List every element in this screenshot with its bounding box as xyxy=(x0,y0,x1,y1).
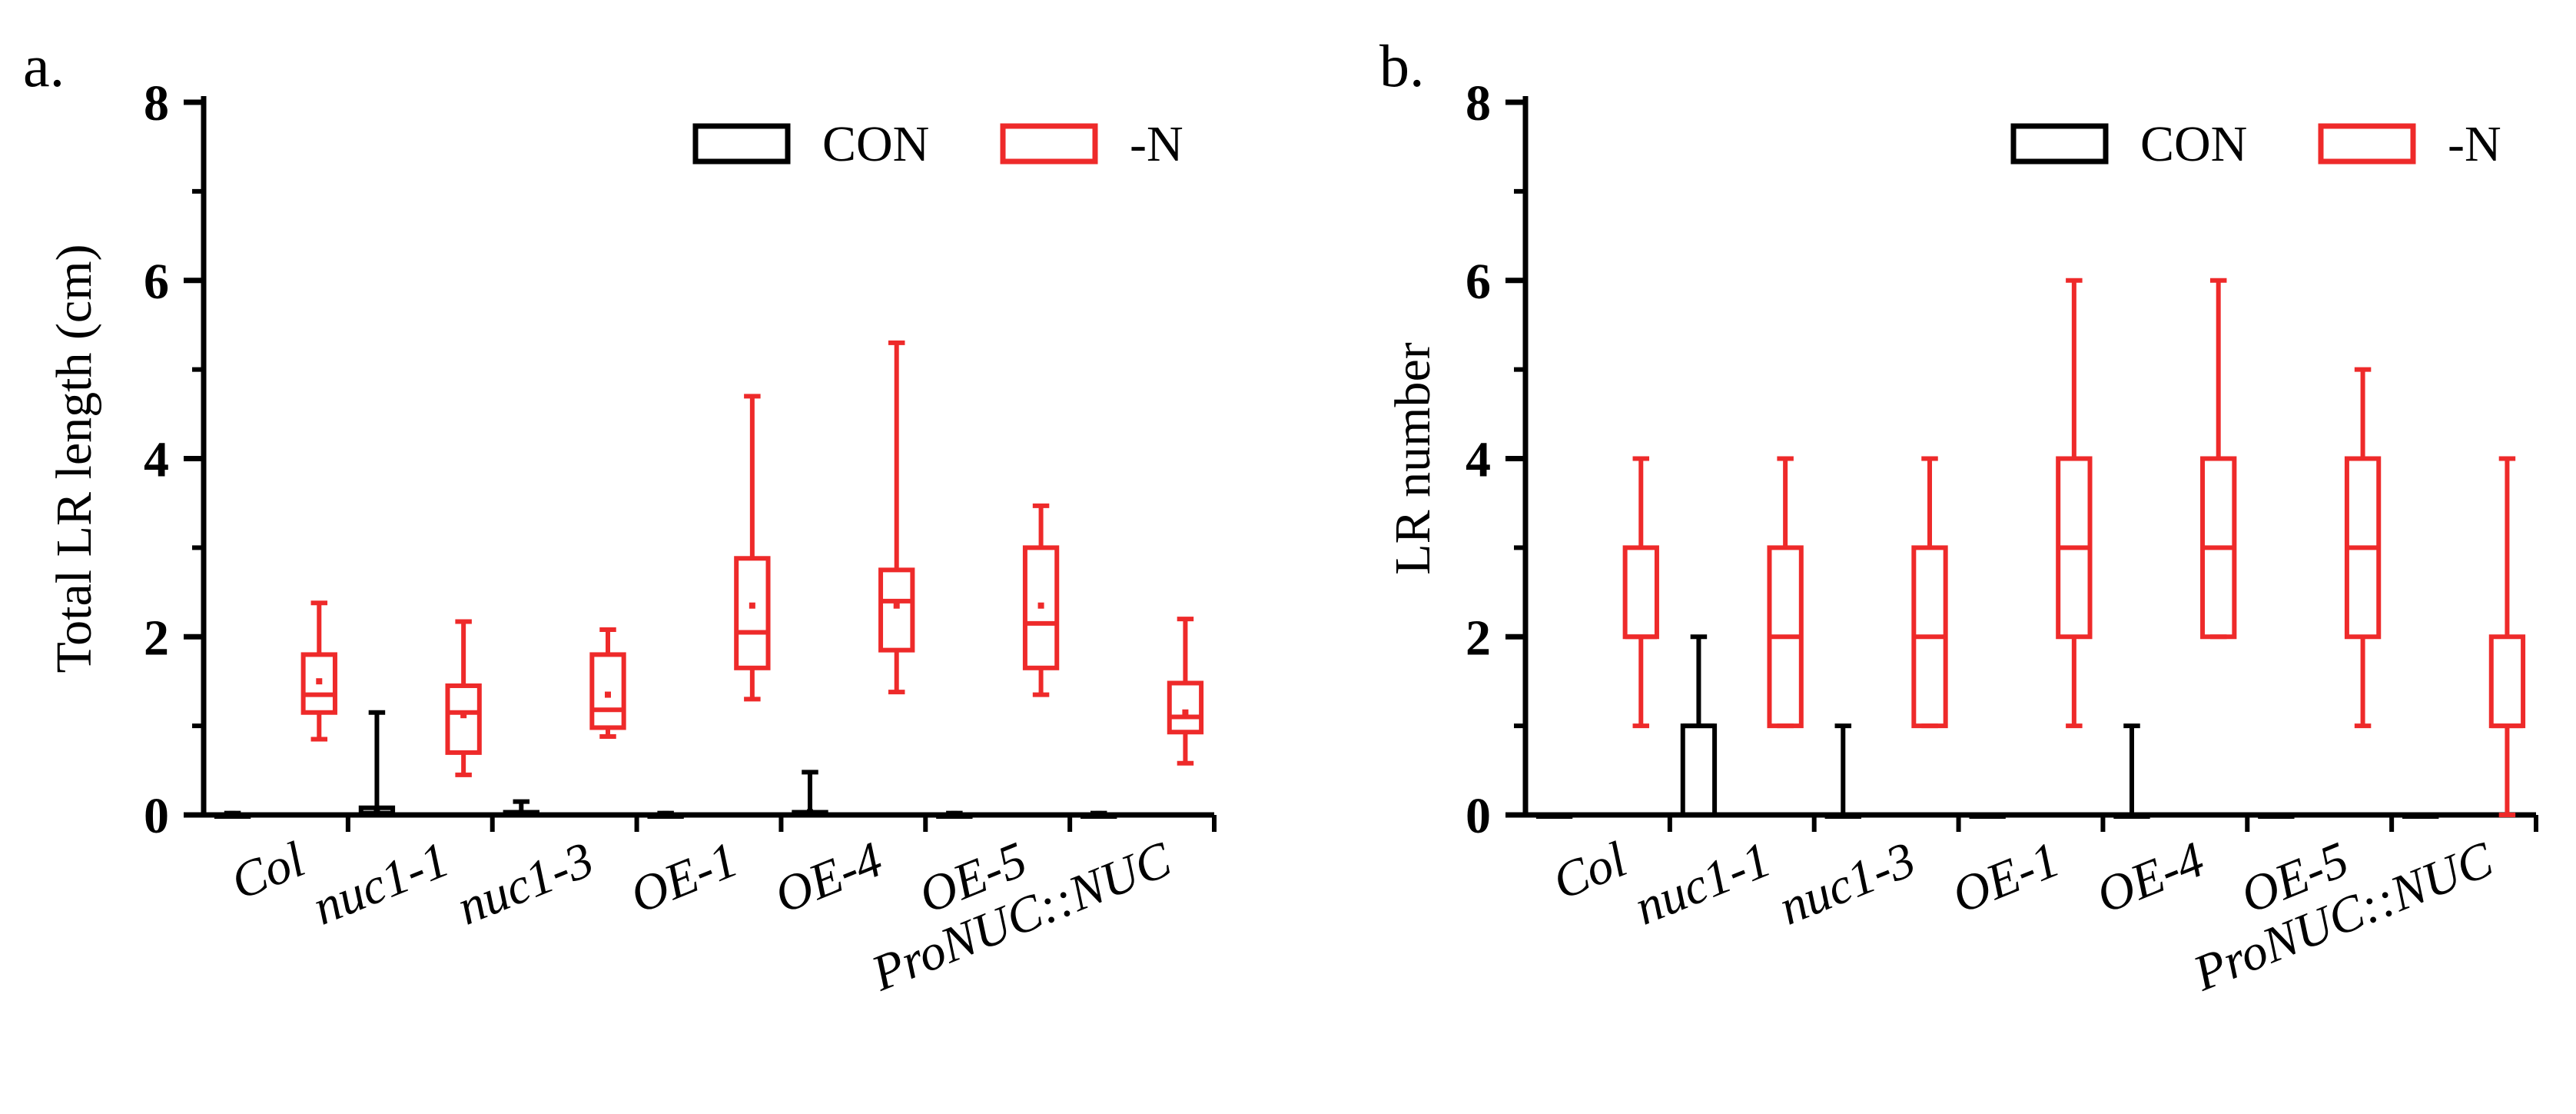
mean-marker xyxy=(749,602,755,609)
box-iqr xyxy=(734,556,771,670)
mean-marker xyxy=(1095,810,1102,817)
box-plot xyxy=(2113,723,2150,819)
box-iqr xyxy=(2488,634,2526,729)
box-plot xyxy=(2488,456,2526,817)
mean-marker xyxy=(229,810,236,817)
category-label: Col xyxy=(224,831,313,910)
mean-marker xyxy=(951,810,958,817)
box-plot xyxy=(300,600,337,742)
legend-label: CON xyxy=(822,116,929,172)
mean-marker xyxy=(662,810,669,817)
box-plot xyxy=(2200,278,2237,640)
box-plot xyxy=(1767,456,1804,729)
y-tick-label: 2 xyxy=(1466,610,1491,666)
box-plot xyxy=(2344,367,2382,729)
box-plot xyxy=(2402,813,2439,819)
category-label: nuc1-3 xyxy=(450,831,601,936)
legend-swatch xyxy=(692,123,791,165)
box-iqr xyxy=(878,567,915,653)
legend-item: -N xyxy=(2318,116,2501,172)
series-minus-n xyxy=(300,340,1204,777)
y-axis-title: LR number xyxy=(1385,342,1441,574)
box-iqr xyxy=(300,652,337,715)
panel-label: a. xyxy=(23,32,65,99)
category-label: nuc1-1 xyxy=(1627,831,1778,936)
box-iqr xyxy=(445,683,482,755)
legend-swatch xyxy=(1000,123,1098,165)
box-plot xyxy=(1535,813,1573,819)
box-plot xyxy=(936,810,973,819)
box-plot xyxy=(1167,617,1204,766)
mean-marker xyxy=(893,602,900,609)
box-plot xyxy=(1969,813,2006,819)
category-label: nuc1-3 xyxy=(1771,831,1923,936)
category-label: OE-4 xyxy=(2089,831,2212,924)
mean-marker xyxy=(373,806,380,813)
category-label: nuc1-1 xyxy=(305,831,456,936)
box-iqr xyxy=(1680,723,1718,817)
y-tick-label: 6 xyxy=(1466,254,1491,310)
box-plot xyxy=(1022,503,1060,697)
box-plot xyxy=(1680,634,1718,817)
legend-item: CON xyxy=(692,116,929,172)
box-plot xyxy=(503,799,539,818)
box-plot xyxy=(214,810,251,819)
mean-marker xyxy=(316,678,323,685)
box-plot xyxy=(2258,813,2295,819)
y-tick-label: 4 xyxy=(144,432,169,488)
legend-item: -N xyxy=(1000,116,1183,172)
mean-marker xyxy=(518,810,525,816)
box-plot xyxy=(792,770,828,818)
box-plot xyxy=(2056,278,2093,729)
box-plot xyxy=(358,710,396,817)
y-tick-label: 2 xyxy=(144,610,169,666)
category-label: OE-4 xyxy=(767,831,890,924)
mean-marker xyxy=(1037,602,1044,609)
box-iqr xyxy=(1022,545,1060,670)
legend-label: -N xyxy=(2448,116,2501,172)
legend-swatch xyxy=(2318,123,2416,165)
category-label: OE-1 xyxy=(622,831,745,924)
series-con xyxy=(1535,634,2439,819)
box-plot xyxy=(878,340,915,695)
series-con xyxy=(214,710,1117,819)
box-plot xyxy=(1622,456,1659,729)
y-tick-label: 0 xyxy=(144,788,169,844)
box-plot xyxy=(734,394,771,702)
legend-swatch xyxy=(2010,123,2109,165)
mean-marker xyxy=(807,809,813,816)
y-tick-label: 8 xyxy=(1466,75,1491,131)
box-iqr xyxy=(1622,545,1659,640)
box-plot xyxy=(589,627,626,740)
y-tick-label: 0 xyxy=(1466,788,1491,844)
box-iqr xyxy=(589,652,626,730)
box-plot xyxy=(1824,723,1861,819)
box-plot xyxy=(1081,810,1117,819)
category-label: OE-1 xyxy=(1944,831,2067,924)
legend-item: CON xyxy=(2010,116,2247,172)
series-minus-n xyxy=(1622,278,2526,817)
box-iqr xyxy=(1167,680,1204,735)
y-tick-label: 4 xyxy=(1466,432,1491,488)
category-label: Col xyxy=(1545,831,1635,910)
mean-marker xyxy=(1182,709,1189,716)
legend-label: -N xyxy=(1130,116,1183,172)
mean-marker xyxy=(460,712,467,719)
y-tick-label: 6 xyxy=(144,254,169,310)
box-plot xyxy=(1911,456,1948,729)
panel-label: b. xyxy=(1379,32,1425,99)
y-axis-title: Total LR length (cm) xyxy=(46,244,102,673)
chart-panel-1: a. 0 2 4 6 8 Total LR length (cm) Colnuc1-1nuc1… xyxy=(23,32,1217,1003)
box-plot xyxy=(647,810,684,819)
legend-label: CON xyxy=(2140,116,2247,172)
y-tick-label: 8 xyxy=(144,75,169,131)
box-plot xyxy=(445,619,482,777)
mean-marker xyxy=(605,691,611,698)
